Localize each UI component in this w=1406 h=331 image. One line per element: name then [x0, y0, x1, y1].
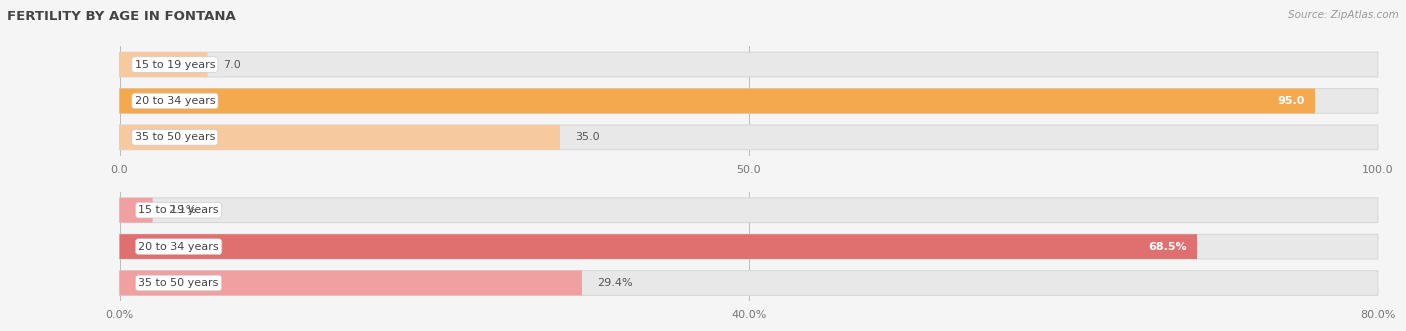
- Text: 35 to 50 years: 35 to 50 years: [138, 278, 219, 288]
- Text: 15 to 19 years: 15 to 19 years: [135, 60, 215, 70]
- Text: 35.0: 35.0: [575, 132, 600, 142]
- Text: 68.5%: 68.5%: [1149, 242, 1187, 252]
- FancyBboxPatch shape: [120, 125, 560, 150]
- Text: FERTILITY BY AGE IN FONTANA: FERTILITY BY AGE IN FONTANA: [7, 10, 236, 23]
- Text: 95.0: 95.0: [1278, 96, 1305, 106]
- Text: 35 to 50 years: 35 to 50 years: [135, 132, 215, 142]
- Text: Source: ZipAtlas.com: Source: ZipAtlas.com: [1288, 10, 1399, 20]
- FancyBboxPatch shape: [120, 198, 1378, 222]
- Text: 15 to 19 years: 15 to 19 years: [138, 205, 219, 215]
- FancyBboxPatch shape: [120, 234, 1197, 259]
- FancyBboxPatch shape: [120, 52, 1378, 77]
- FancyBboxPatch shape: [120, 52, 208, 77]
- FancyBboxPatch shape: [120, 89, 1315, 113]
- Text: 20 to 34 years: 20 to 34 years: [138, 242, 219, 252]
- FancyBboxPatch shape: [120, 89, 1378, 113]
- Text: 29.4%: 29.4%: [598, 278, 633, 288]
- Text: 2.1%: 2.1%: [167, 205, 195, 215]
- FancyBboxPatch shape: [120, 198, 152, 222]
- FancyBboxPatch shape: [120, 234, 1378, 259]
- FancyBboxPatch shape: [120, 271, 582, 295]
- FancyBboxPatch shape: [120, 271, 1378, 295]
- Text: 20 to 34 years: 20 to 34 years: [135, 96, 215, 106]
- FancyBboxPatch shape: [120, 125, 1378, 150]
- Text: 7.0: 7.0: [222, 60, 240, 70]
